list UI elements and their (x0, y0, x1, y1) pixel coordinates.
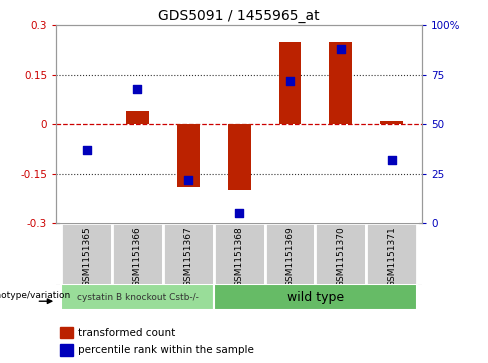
Bar (315, 223, 366, 285)
Bar (228, 124, 250, 190)
Point (184, 177, 192, 183)
Bar (264, 223, 315, 285)
Text: percentile rank within the sample: percentile rank within the sample (78, 345, 254, 355)
Bar (163, 223, 214, 285)
Text: wild type: wild type (287, 291, 344, 304)
Text: GSM1151368: GSM1151368 (235, 227, 244, 287)
Point (235, 211, 243, 216)
Bar (60, 344, 73, 356)
Bar (329, 42, 352, 124)
Bar (177, 124, 200, 187)
Text: GSM1151370: GSM1151370 (336, 227, 346, 287)
Bar (61, 223, 112, 285)
Text: GSM1151369: GSM1151369 (285, 227, 294, 287)
Text: GSM1151367: GSM1151367 (184, 227, 193, 287)
Point (83, 147, 91, 153)
Point (286, 78, 294, 84)
Bar (279, 42, 302, 124)
Bar (112, 223, 163, 285)
Bar (60, 327, 73, 338)
Bar (126, 111, 149, 124)
Point (388, 157, 396, 163)
Bar (61, 284, 214, 310)
Text: genotype/variation: genotype/variation (0, 291, 71, 300)
Point (134, 86, 142, 91)
Bar (214, 223, 264, 285)
Text: cystatin B knockout Cstb-/-: cystatin B knockout Cstb-/- (77, 293, 199, 302)
Text: GSM1151365: GSM1151365 (82, 227, 91, 287)
Title: GDS5091 / 1455965_at: GDS5091 / 1455965_at (158, 9, 320, 23)
Point (337, 46, 345, 52)
Bar (380, 121, 403, 124)
Text: GSM1151371: GSM1151371 (387, 227, 396, 287)
Text: GSM1151366: GSM1151366 (133, 227, 142, 287)
Bar (214, 284, 417, 310)
Text: transformed count: transformed count (78, 327, 175, 338)
Bar (366, 223, 417, 285)
